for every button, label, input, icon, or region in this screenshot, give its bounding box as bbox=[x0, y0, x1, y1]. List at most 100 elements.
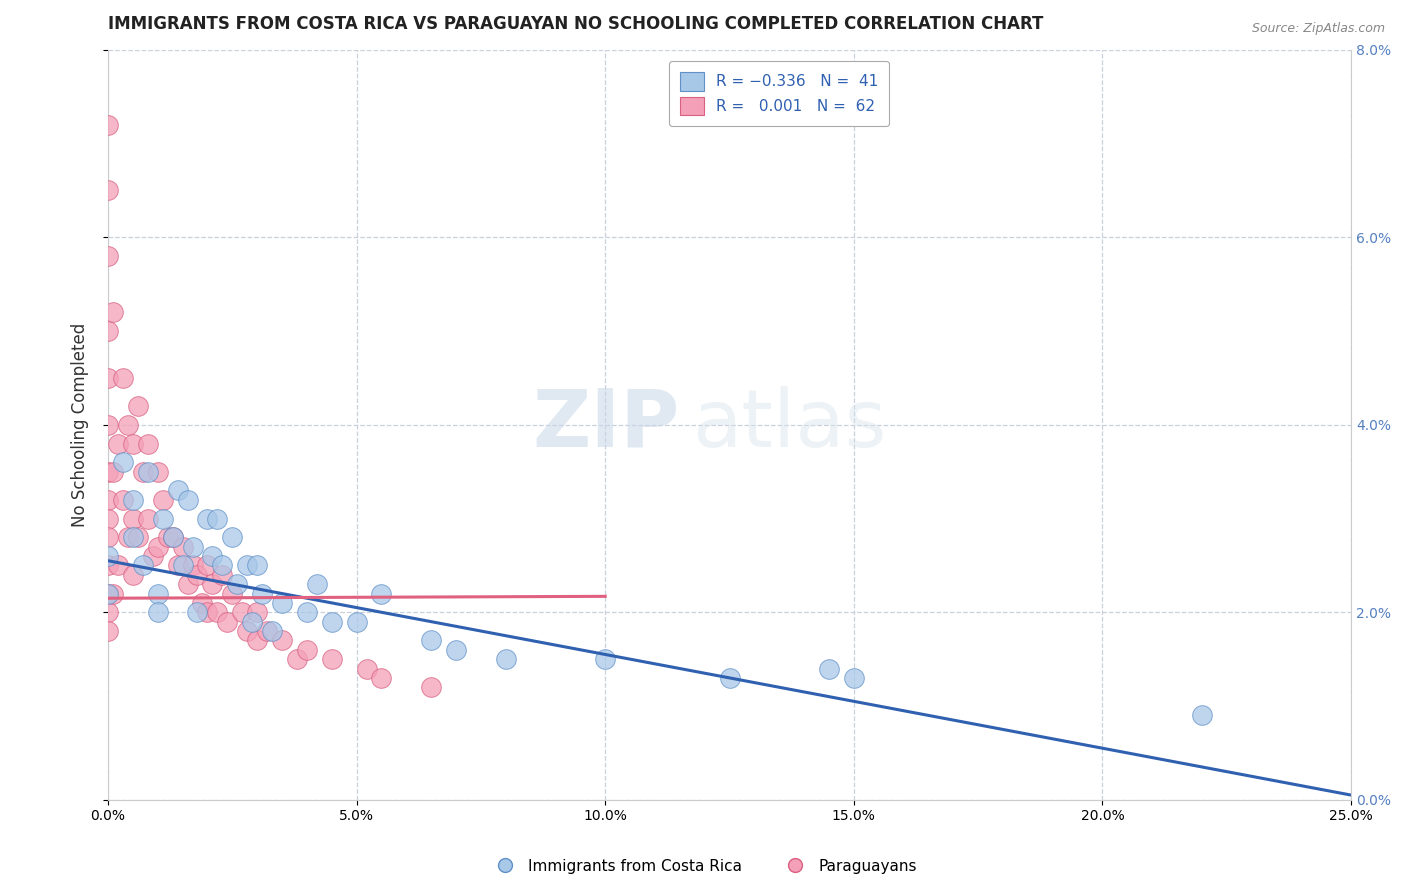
Point bbox=[132, 465, 155, 479]
Point bbox=[240, 615, 263, 629]
Point bbox=[97, 586, 120, 600]
Point bbox=[136, 511, 159, 525]
Point bbox=[271, 596, 294, 610]
Point bbox=[346, 615, 368, 629]
Point bbox=[262, 624, 284, 638]
Point bbox=[211, 567, 233, 582]
Legend: R = −0.336   N =  41, R =   0.001   N =  62: R = −0.336 N = 41, R = 0.001 N = 62 bbox=[669, 62, 890, 126]
Point bbox=[156, 530, 179, 544]
Point bbox=[246, 605, 269, 619]
Point bbox=[593, 652, 616, 666]
Point bbox=[101, 586, 124, 600]
Point bbox=[97, 417, 120, 432]
Point bbox=[97, 624, 120, 638]
Point bbox=[111, 371, 134, 385]
Point bbox=[142, 549, 165, 563]
Point bbox=[197, 558, 219, 573]
Point bbox=[97, 605, 120, 619]
Point bbox=[226, 577, 249, 591]
Text: ZIP: ZIP bbox=[533, 386, 679, 464]
Point bbox=[176, 492, 198, 507]
Point bbox=[186, 567, 208, 582]
Point bbox=[121, 492, 143, 507]
Point bbox=[121, 511, 143, 525]
Point bbox=[146, 586, 169, 600]
Point bbox=[172, 540, 194, 554]
Point bbox=[842, 671, 865, 685]
Point bbox=[97, 511, 120, 525]
Point bbox=[176, 577, 198, 591]
Point bbox=[221, 586, 243, 600]
Point bbox=[356, 661, 378, 675]
Point bbox=[420, 680, 443, 694]
Point bbox=[146, 465, 169, 479]
Point bbox=[305, 577, 328, 591]
Point bbox=[370, 671, 392, 685]
Point bbox=[197, 511, 219, 525]
Point bbox=[370, 586, 392, 600]
Point bbox=[127, 399, 149, 413]
Point bbox=[136, 436, 159, 450]
Point bbox=[152, 492, 174, 507]
Point bbox=[107, 558, 129, 573]
Point bbox=[256, 624, 278, 638]
Point bbox=[127, 530, 149, 544]
Point bbox=[236, 558, 259, 573]
Point bbox=[101, 305, 124, 319]
Point bbox=[231, 605, 253, 619]
Point bbox=[146, 605, 169, 619]
Point bbox=[201, 577, 224, 591]
Point bbox=[197, 605, 219, 619]
Point bbox=[246, 633, 269, 648]
Point bbox=[97, 184, 120, 198]
Point bbox=[246, 558, 269, 573]
Legend: Immigrants from Costa Rica, Paraguayans: Immigrants from Costa Rica, Paraguayans bbox=[484, 853, 922, 880]
Point bbox=[132, 558, 155, 573]
Point bbox=[181, 540, 204, 554]
Point bbox=[111, 492, 134, 507]
Point bbox=[97, 249, 120, 263]
Point bbox=[97, 371, 120, 385]
Point bbox=[97, 465, 120, 479]
Point bbox=[718, 671, 741, 685]
Point bbox=[97, 586, 120, 600]
Y-axis label: No Schooling Completed: No Schooling Completed bbox=[72, 323, 89, 527]
Point bbox=[221, 530, 243, 544]
Point bbox=[321, 652, 343, 666]
Point bbox=[97, 558, 120, 573]
Point bbox=[166, 483, 188, 498]
Point bbox=[172, 558, 194, 573]
Point bbox=[97, 324, 120, 338]
Point bbox=[444, 642, 467, 657]
Point bbox=[117, 417, 139, 432]
Point bbox=[146, 540, 169, 554]
Point bbox=[1191, 708, 1213, 723]
Point bbox=[191, 596, 214, 610]
Point bbox=[121, 436, 143, 450]
Point bbox=[97, 549, 120, 563]
Point bbox=[217, 615, 239, 629]
Point bbox=[97, 118, 120, 132]
Point bbox=[207, 511, 229, 525]
Point bbox=[107, 436, 129, 450]
Point bbox=[295, 642, 318, 657]
Point bbox=[818, 661, 841, 675]
Point bbox=[117, 530, 139, 544]
Point bbox=[420, 633, 443, 648]
Point bbox=[101, 465, 124, 479]
Text: atlas: atlas bbox=[692, 386, 887, 464]
Point bbox=[271, 633, 294, 648]
Point bbox=[207, 605, 229, 619]
Point bbox=[166, 558, 188, 573]
Point bbox=[285, 652, 308, 666]
Point bbox=[250, 586, 273, 600]
Point bbox=[495, 652, 517, 666]
Point bbox=[97, 492, 120, 507]
Point bbox=[136, 465, 159, 479]
Point bbox=[97, 530, 120, 544]
Point bbox=[121, 567, 143, 582]
Point bbox=[121, 530, 143, 544]
Point bbox=[181, 558, 204, 573]
Point bbox=[201, 549, 224, 563]
Text: IMMIGRANTS FROM COSTA RICA VS PARAGUAYAN NO SCHOOLING COMPLETED CORRELATION CHAR: IMMIGRANTS FROM COSTA RICA VS PARAGUAYAN… bbox=[108, 15, 1043, 33]
